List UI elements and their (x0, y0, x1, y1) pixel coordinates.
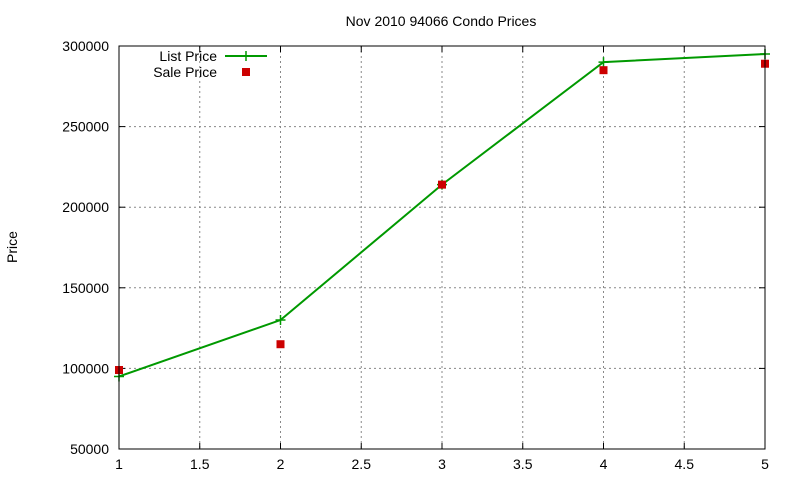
x-tick-label: 5 (761, 456, 769, 472)
legend-marker (242, 68, 250, 76)
data-point (275, 315, 286, 326)
x-tick-label: 2 (277, 456, 285, 472)
legend-marker (241, 51, 251, 61)
grid-lines (119, 46, 765, 449)
y-tick-label: 50000 (70, 441, 109, 457)
y-axis-label: Price (4, 231, 20, 263)
axis-ticks: 1 1.5 2 2.5 3 3.5 4 4.5 5 50000 100000 150000 200000… (62, 38, 769, 472)
data-point (438, 180, 446, 189)
legend-label: List Price (159, 48, 217, 64)
y-tick-label: 200000 (62, 199, 109, 215)
x-tick-label: 3.5 (513, 456, 533, 472)
chart-title: Nov 2010 94066 Condo Prices (346, 13, 537, 29)
x-tick-label: 4.5 (675, 456, 695, 472)
y-tick-label: 250000 (62, 119, 109, 135)
x-tick-label: 1.5 (190, 456, 210, 472)
y-tick-label: 300000 (62, 38, 109, 54)
plot-border (118, 45, 766, 450)
data-point (598, 57, 609, 68)
y-tick-label: 150000 (62, 280, 109, 296)
data-point (276, 340, 285, 349)
legend-label: Sale Price (153, 64, 217, 80)
x-tick-label: 4 (600, 456, 608, 472)
x-tick-label: 2.5 (352, 456, 372, 472)
data-point (599, 66, 608, 75)
x-tick-label: 1 (115, 456, 123, 472)
x-tick-label: 3 (438, 456, 446, 472)
y-tick-label: 100000 (62, 360, 109, 376)
